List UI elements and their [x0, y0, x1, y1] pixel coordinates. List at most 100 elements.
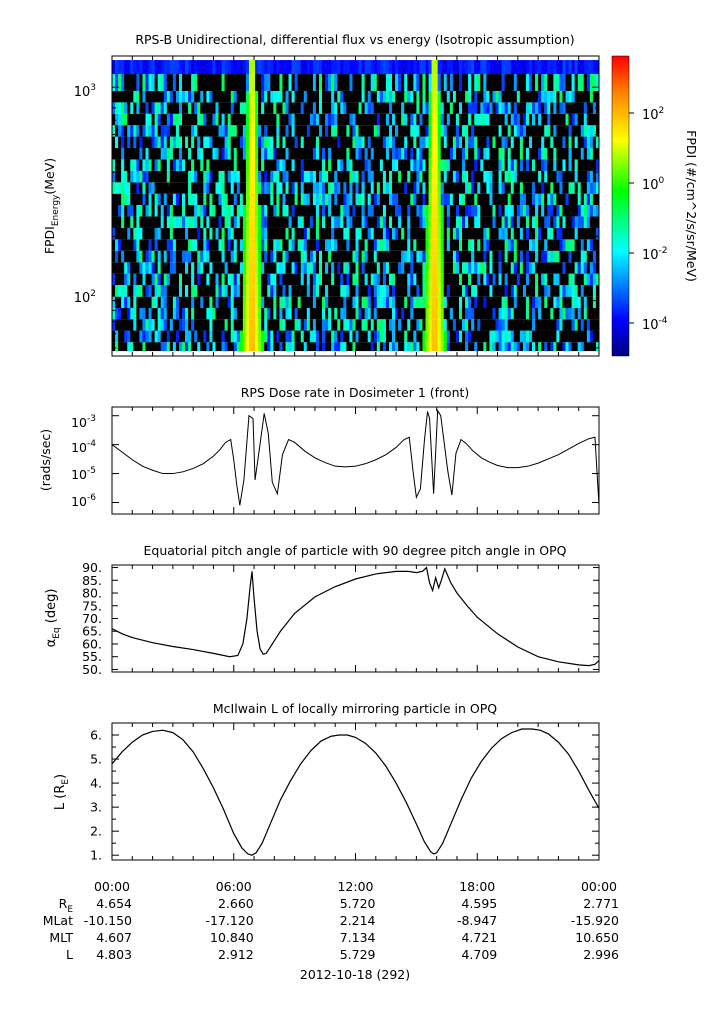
spectrogram-cell	[328, 342, 332, 352]
spectrogram-cell	[550, 90, 554, 103]
spectrogram-cell	[547, 60, 551, 75]
spectrogram-cell	[392, 319, 396, 331]
spectrogram-cell	[568, 136, 572, 148]
spectrogram-cell	[191, 182, 195, 194]
spectrogram-cell	[468, 102, 472, 114]
spectrogram-cell	[443, 193, 448, 205]
spectrogram-cell	[318, 307, 323, 320]
spectrogram-cell	[556, 296, 560, 308]
spectrogram-cell	[157, 74, 161, 91]
spectrogram-cell	[191, 205, 195, 217]
spectrogram-cell	[385, 285, 390, 297]
spectrogram-cell	[352, 147, 356, 160]
spectrogram-cell	[437, 239, 442, 251]
spectrogram-cell	[440, 342, 445, 352]
spectrogram-cell	[343, 342, 347, 352]
spectrogram-cell	[385, 205, 390, 217]
spectrogram-cell	[136, 90, 140, 103]
spectrogram-cell	[233, 307, 238, 320]
spectrogram-cell	[270, 296, 274, 308]
spectrogram-cell	[331, 330, 335, 343]
spectrogram-cell	[169, 193, 174, 205]
spectrogram-cell	[239, 239, 244, 251]
spectrogram-cell	[340, 216, 344, 228]
spectrogram-cell	[364, 227, 368, 240]
spectrogram-cell	[455, 90, 460, 103]
spectrogram-cell	[547, 205, 551, 217]
spectrogram-cell	[535, 102, 539, 114]
spectrogram-cell	[157, 250, 161, 263]
spectrogram-cell	[309, 159, 314, 171]
spectrogram-cell	[428, 285, 432, 297]
spectrogram-cell	[282, 113, 286, 126]
spectrogram-cell	[428, 136, 432, 148]
spectrogram-cell	[577, 342, 582, 352]
spectrogram-cell	[303, 239, 308, 251]
spectrogram-cell	[571, 227, 575, 240]
spectrogram-cell	[541, 170, 545, 183]
spectrogram-cell	[188, 136, 192, 148]
spectrogram-cell	[422, 330, 426, 343]
spectrogram-cell	[562, 330, 566, 343]
spectrogram-cell	[489, 193, 493, 205]
spectrogram-cell	[586, 205, 591, 217]
spectrogram-cell	[446, 60, 451, 75]
spectrogram-cell	[172, 193, 177, 205]
spectrogram-cell	[206, 125, 210, 137]
spectrogram-cell	[215, 193, 219, 205]
spectrogram-cell	[367, 170, 372, 183]
spectrogram-cell	[452, 159, 457, 171]
spectrogram-cell	[516, 273, 521, 286]
spectrogram-cell	[501, 159, 505, 171]
spectrogram-cell	[547, 319, 551, 331]
spectrogram-cell	[328, 113, 332, 126]
spectrogram-cell	[404, 239, 408, 251]
spectrogram-cell	[376, 285, 381, 297]
spectrogram-cell	[422, 170, 426, 183]
spectrogram-cell	[556, 273, 560, 286]
spectrogram-cell	[452, 330, 457, 343]
spectrogram-cell	[315, 307, 320, 320]
spectrogram-cell	[419, 74, 423, 91]
spectrogram-cell	[270, 285, 274, 297]
spectrogram-cell	[343, 147, 347, 160]
spectrogram-cell	[568, 159, 572, 171]
spectrogram-cell	[112, 330, 116, 343]
spectrogram-cell	[462, 74, 466, 91]
spectrogram-cell	[197, 147, 201, 160]
spectrogram-cell	[507, 60, 512, 75]
spectrogram-cell	[315, 227, 320, 240]
spectrogram-cell	[182, 74, 186, 91]
spectrogram-cell	[413, 273, 417, 286]
spectrogram-cell	[416, 147, 420, 160]
spectrogram-cell	[197, 170, 201, 183]
spectrogram-cell	[382, 74, 387, 91]
spectrogram-cell	[194, 102, 198, 114]
spectrogram-cell	[574, 227, 578, 240]
spectrogram-cell	[586, 227, 591, 240]
spectrogram-cell	[191, 342, 195, 352]
spectrogram-cell	[434, 227, 438, 240]
spectrogram-cell	[492, 102, 496, 114]
spectrogram-cell	[325, 227, 329, 240]
spectrogram-cell	[382, 227, 387, 240]
spectrogram-cell	[118, 296, 122, 308]
spectrogram-cell	[325, 205, 329, 217]
spectrogram-cell	[157, 216, 161, 228]
spectrogram-cell	[127, 262, 131, 274]
spectrogram-cell	[352, 60, 356, 75]
spectrogram-cell	[285, 193, 289, 205]
spectrogram-cell	[544, 74, 548, 91]
spectrogram-cell	[218, 307, 222, 320]
spectrogram-cell	[282, 342, 286, 352]
spectrogram-cell	[279, 170, 283, 183]
spectrogram-cell	[248, 170, 253, 183]
spectrogram-cell	[468, 182, 472, 194]
spectrogram-cell	[318, 74, 323, 91]
spectrogram-cell	[300, 330, 305, 343]
spectrogram-cell	[273, 60, 277, 75]
spectrogram-cell	[474, 90, 478, 103]
spectrogram-cell	[255, 193, 259, 205]
spectrogram-cell	[586, 307, 591, 320]
spectrogram-cell	[388, 227, 393, 240]
